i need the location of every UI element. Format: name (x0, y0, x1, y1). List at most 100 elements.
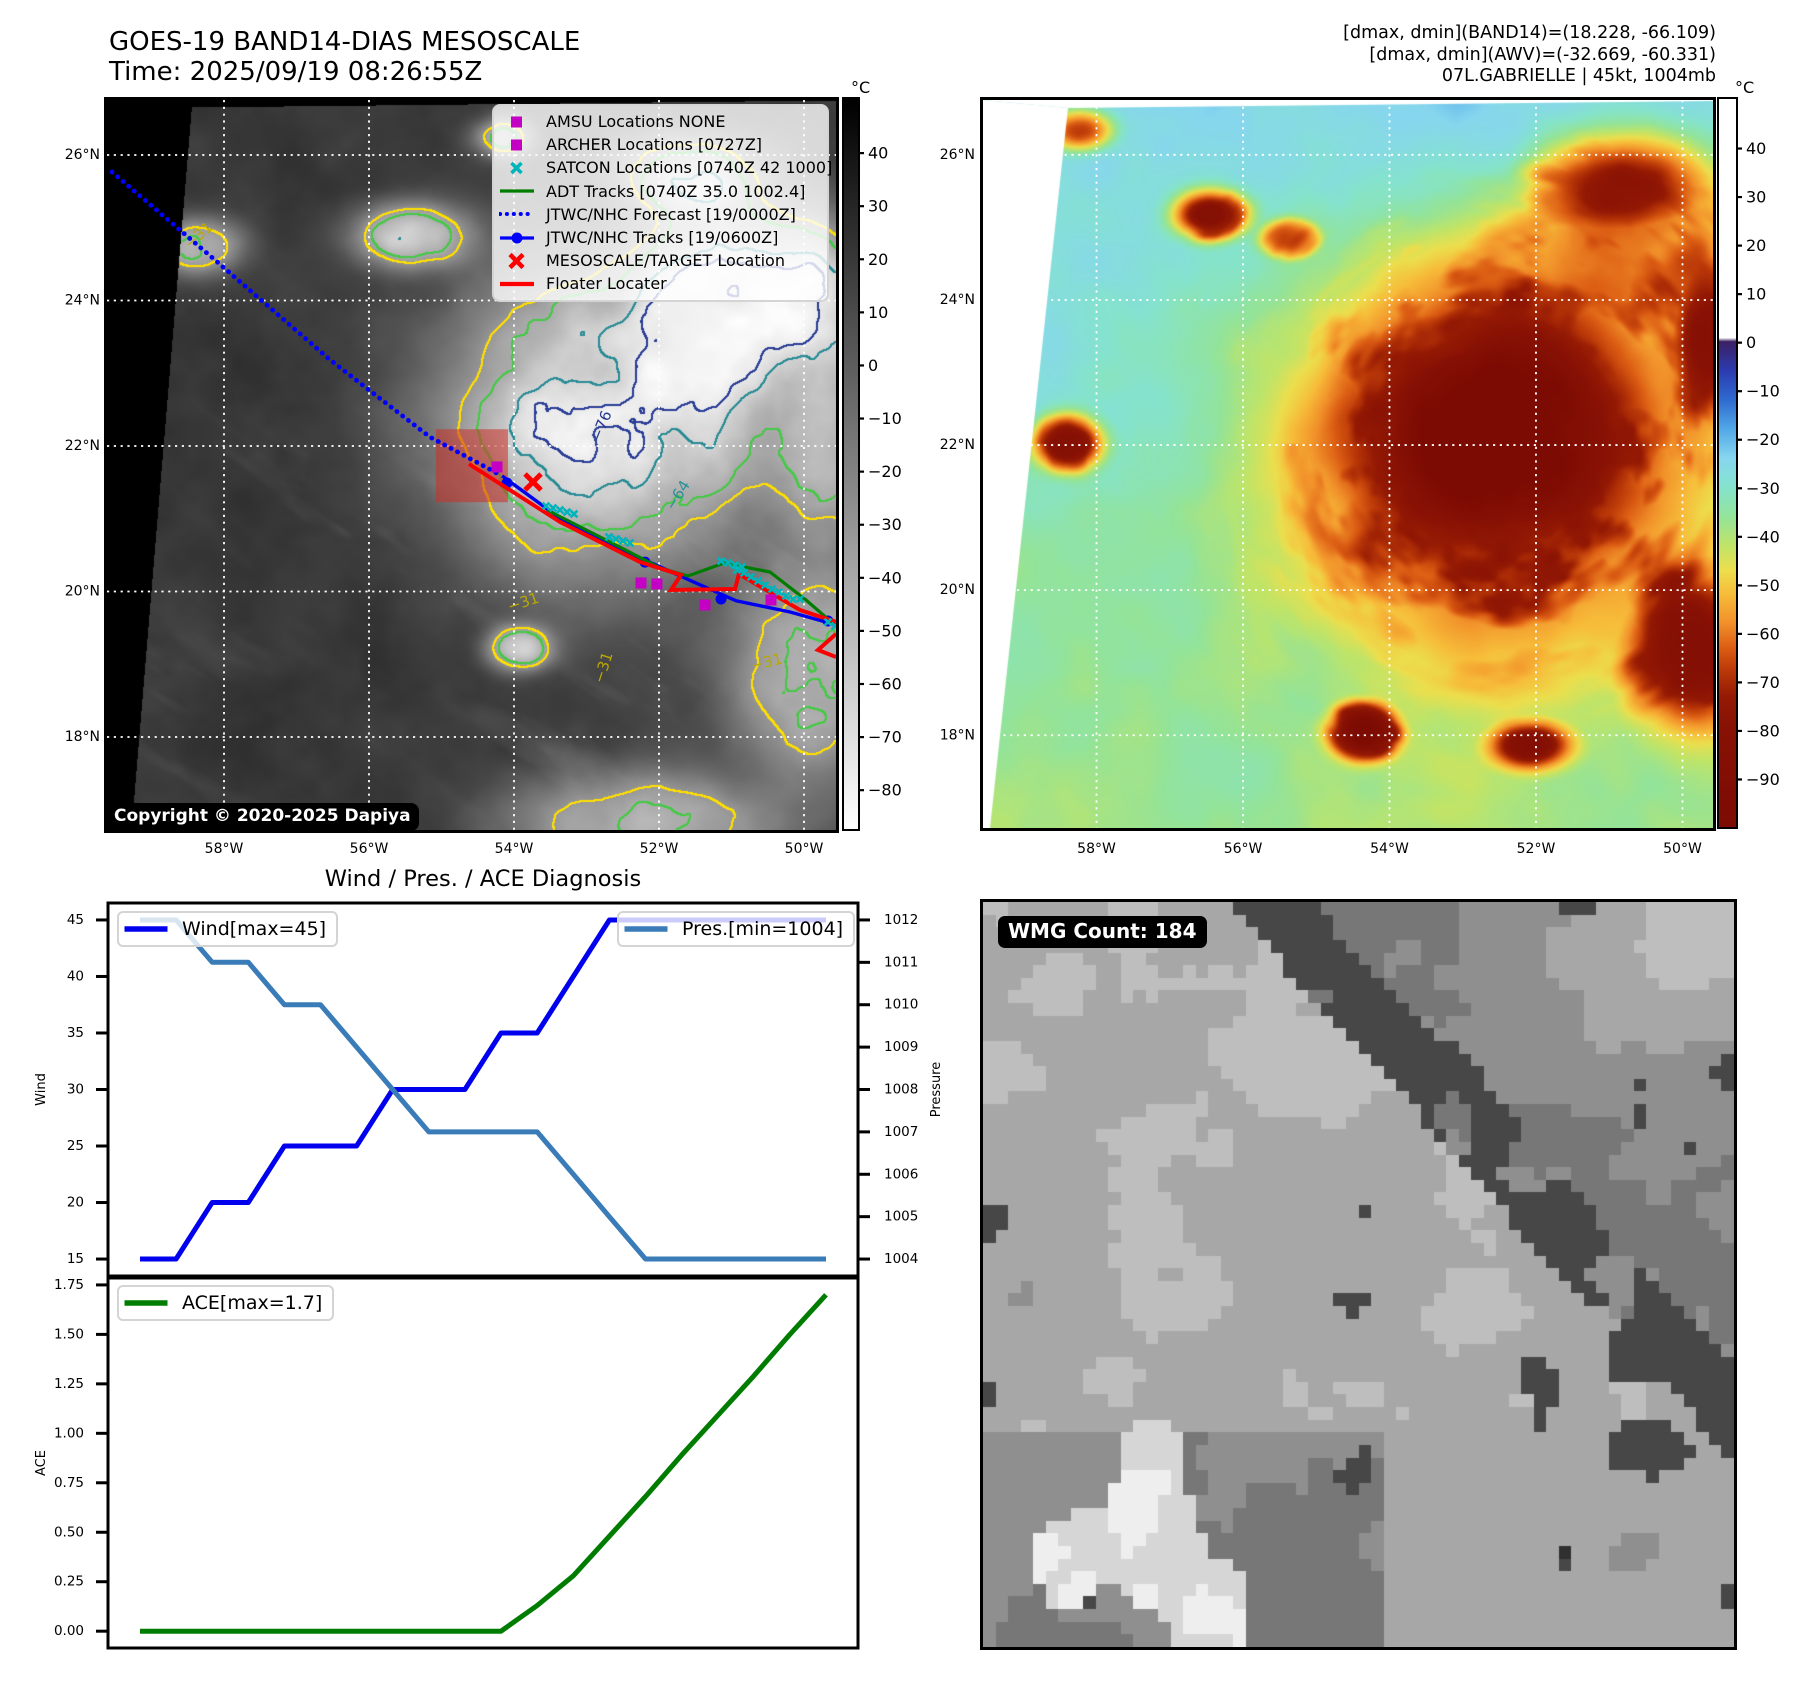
legend-line-swatch (624, 926, 668, 932)
colorbar-tick-label: 10 (1746, 285, 1766, 304)
pressure-tick-label: 1010 (884, 997, 918, 1013)
colorbar-tick-label: −70 (1746, 673, 1780, 692)
pressure-axis-label: Pressure (929, 1062, 944, 1118)
swatch-square (511, 116, 522, 128)
pressure-tick-label: 1008 (884, 1082, 918, 1098)
lon-tick-label: 50°W (785, 841, 824, 857)
band14-title: GOES-19 BAND14-DIAS MESOSCALE (109, 27, 581, 57)
wind-tick-label: 25 (67, 1138, 84, 1154)
legend-item: Floater Locater (499, 272, 827, 295)
lat-tick-label: 22°N (940, 437, 975, 453)
copyright-badge: Copyright © 2020-2025 Dapiya (107, 803, 419, 831)
legend-item-label: JTWC/NHC Tracks [19/0600Z] (546, 228, 779, 248)
pressure-tick-label: 1009 (884, 1039, 918, 1055)
legend-item-label: AMSU Locations NONE (546, 112, 726, 132)
ace-tick-label: 1.50 (54, 1326, 84, 1342)
pressure-tick-label: 1004 (884, 1251, 918, 1267)
pressure-legend: Pres.[min=1004] (617, 911, 856, 947)
legend-item-label: JTWC/NHC Forecast [19/0000Z] (546, 204, 796, 224)
colorbar-tick-label: −50 (868, 621, 902, 640)
line-dot-swatch-icon (500, 232, 534, 244)
awv-annotation-1: [dmax, dmin](BAND14)=(18.228, -66.109) (1343, 23, 1716, 43)
lat-tick-label: 26°N (940, 147, 975, 163)
pressure-series-line (140, 917, 826, 1262)
lat-tick-label: 24°N (940, 292, 975, 308)
legend-item-label: Wind[max=45] (182, 918, 327, 940)
ace-series-line (140, 1293, 828, 1634)
legend-item-label: Pres.[min=1004] (682, 918, 844, 940)
band14-colorbar (842, 97, 860, 831)
lon-tick-label: 52°W (1517, 841, 1556, 857)
colorbar-tick-label: −80 (868, 781, 902, 800)
band14-title-block: GOES-19 BAND14-DIAS MESOSCALE Time: 2025… (109, 27, 580, 87)
wmg-image (983, 902, 1734, 1647)
wind-legend: Wind[max=45] (117, 911, 339, 947)
awv-satellite-image (983, 100, 1713, 828)
legend-item: MESOSCALE/TARGET Location (499, 249, 827, 272)
legend-item: SATCON Locations [0740Z 42 1000] (499, 156, 832, 179)
lat-tick-label: 24°N (65, 293, 100, 309)
ace-tick-label: 1.25 (54, 1376, 84, 1392)
pressure-tick-label: 1006 (884, 1166, 918, 1182)
colorbar-tick-label: −90 (1746, 770, 1780, 789)
lat-tick-label: 18°N (940, 727, 975, 743)
swatch-dot (511, 232, 523, 244)
colorbar-tick-label: −60 (1746, 624, 1780, 643)
colorbar-tick-label: −40 (868, 568, 902, 587)
legend-item: JTWC/NHC Forecast [19/0000Z] (498, 203, 827, 226)
swatch-square (511, 139, 522, 151)
legend-item-label: ARCHER Locations [0727Z] (546, 135, 763, 155)
pressure-tick-label: 1012 (884, 912, 918, 928)
ace-tick-label: 1.75 (54, 1277, 84, 1293)
colorbar-tick-label: 20 (1746, 236, 1766, 255)
awv-colorbar-unit: °C (1735, 78, 1755, 97)
chart-title: Wind / Pres. / ACE Diagnosis (324, 866, 642, 892)
colorbar-tick-label: −80 (1746, 721, 1780, 740)
lon-tick-label: 56°W (1224, 841, 1263, 857)
colorbar-tick-label: −40 (1746, 527, 1780, 546)
legend-item-label: ADT Tracks [0740Z 35.0 1002.4] (546, 181, 806, 201)
wmg-panel (980, 899, 1737, 1650)
colorbar-tick-label: −60 (868, 675, 902, 694)
legend-item-label: MESOSCALE/TARGET Location (546, 251, 785, 271)
wind-tick-label: 20 (67, 1195, 84, 1211)
wind-tick-label: 35 (67, 1025, 84, 1041)
pressure-tick-label: 1007 (884, 1124, 918, 1140)
legend-line-swatch (124, 926, 168, 932)
colorbar-tick-label: −20 (868, 462, 902, 481)
lon-tick-label: 56°W (350, 841, 389, 857)
legend-item: JTWC/NHC Tracks [19/0600Z] (499, 226, 827, 249)
colorbar-tick-label: 0 (868, 356, 878, 375)
wind-tick-label: 40 (67, 968, 84, 984)
lat-tick-label: 20°N (940, 582, 975, 598)
ace-tick-label: 0.50 (54, 1524, 84, 1540)
wind-tick-label: 45 (67, 912, 84, 928)
band14-subtitle: Time: 2025/09/19 08:26:55Z (109, 57, 483, 87)
lon-tick-label: 54°W (1370, 841, 1409, 857)
lon-tick-label: 58°W (1077, 841, 1116, 857)
pressure-tick-label: 1005 (884, 1209, 918, 1225)
swatch-x (508, 252, 525, 269)
colorbar-tick-label: −10 (868, 409, 902, 428)
x-swatch-icon (510, 161, 523, 175)
legend-item-label: ACE[max=1.7] (182, 1292, 323, 1314)
ace-axis-label: ACE (34, 1450, 49, 1476)
band14-colorbar-unit: °C (851, 78, 871, 97)
legend-item-label: SATCON Locations [0740Z 42 1000] (546, 158, 833, 178)
lon-tick-label: 58°W (205, 841, 244, 857)
wind-pressure-axes (106, 901, 860, 1278)
lon-tick-label: 50°W (1663, 841, 1702, 857)
colorbar-tick-label: −50 (1746, 576, 1780, 595)
lat-tick-label: 20°N (65, 584, 100, 600)
colorbar-tick-label: −10 (1746, 382, 1780, 401)
pressure-tick-label: 1011 (884, 954, 918, 970)
legend-item: AMSU Locations NONE (499, 110, 827, 133)
ace-legend: ACE[max=1.7] (117, 1285, 335, 1321)
colorbar-tick-label: −20 (1746, 430, 1780, 449)
colorbar-tick-label: 20 (868, 250, 888, 269)
band14-legend: AMSU Locations NONE ARCHER Locations [072… (492, 104, 832, 302)
lon-tick-label: 54°W (495, 841, 534, 857)
wmg-count-badge: WMG Count: 184 (998, 916, 1207, 948)
